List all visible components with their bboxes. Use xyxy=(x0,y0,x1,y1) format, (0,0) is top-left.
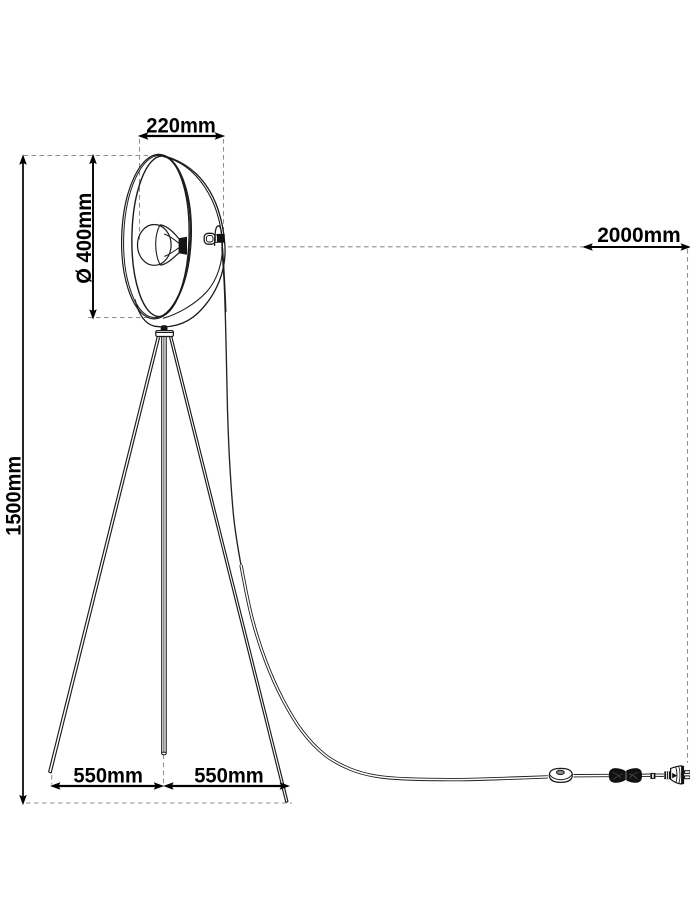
svg-text:550mm: 550mm xyxy=(73,763,142,787)
svg-text:550mm: 550mm xyxy=(194,763,264,787)
svg-text:220mm: 220mm xyxy=(146,113,216,137)
svg-text:1500mm: 1500mm xyxy=(2,456,26,536)
svg-text:Ø 400mm: Ø 400mm xyxy=(72,193,96,284)
svg-text:2000mm: 2000mm xyxy=(597,223,681,247)
